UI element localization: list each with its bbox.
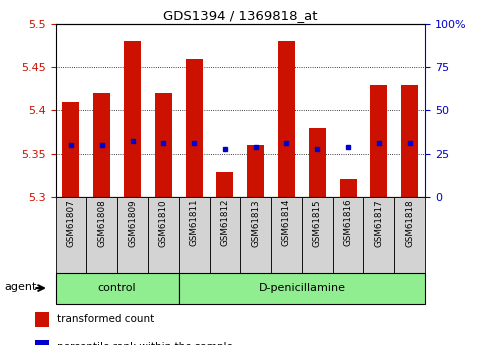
Bar	[302, 197, 333, 273]
Text: GSM61812: GSM61812	[220, 199, 229, 246]
Bar	[86, 197, 117, 273]
Bar	[401, 85, 418, 197]
Title: GDS1394 / 1369818_at: GDS1394 / 1369818_at	[163, 9, 317, 22]
Bar	[278, 41, 295, 197]
Bar	[35, 312, 49, 327]
Bar	[155, 93, 172, 197]
Text: GSM61807: GSM61807	[67, 199, 75, 247]
Bar	[364, 197, 394, 273]
Bar	[56, 273, 179, 304]
Text: GSM61816: GSM61816	[343, 199, 353, 246]
Bar	[210, 197, 240, 273]
Text: GSM61814: GSM61814	[282, 199, 291, 246]
Text: GSM61809: GSM61809	[128, 199, 137, 247]
Text: GSM61811: GSM61811	[190, 199, 199, 246]
Bar	[148, 197, 179, 273]
Text: GSM61810: GSM61810	[159, 199, 168, 247]
Bar	[247, 145, 264, 197]
Bar	[309, 128, 326, 197]
Bar	[370, 85, 387, 197]
Bar	[35, 340, 49, 345]
Bar	[394, 197, 425, 273]
Text: GSM61817: GSM61817	[374, 199, 384, 247]
Bar	[56, 197, 86, 273]
Bar	[333, 197, 364, 273]
Text: transformed count: transformed count	[57, 315, 154, 324]
Bar	[124, 41, 141, 197]
Text: percentile rank within the sample: percentile rank within the sample	[57, 343, 233, 345]
Bar	[117, 197, 148, 273]
Bar	[340, 179, 356, 197]
Text: GSM61808: GSM61808	[97, 199, 106, 247]
Text: control: control	[98, 283, 136, 293]
Bar	[185, 59, 202, 197]
Bar	[62, 102, 79, 197]
Bar	[93, 93, 110, 197]
Text: agent: agent	[4, 282, 37, 292]
Bar	[216, 172, 233, 197]
Text: GSM61815: GSM61815	[313, 199, 322, 247]
Bar	[179, 273, 425, 304]
Bar	[240, 197, 271, 273]
Bar	[179, 197, 210, 273]
Bar	[271, 197, 302, 273]
Text: GSM61813: GSM61813	[251, 199, 260, 247]
Text: GSM61818: GSM61818	[405, 199, 414, 247]
Text: D-penicillamine: D-penicillamine	[258, 283, 345, 293]
